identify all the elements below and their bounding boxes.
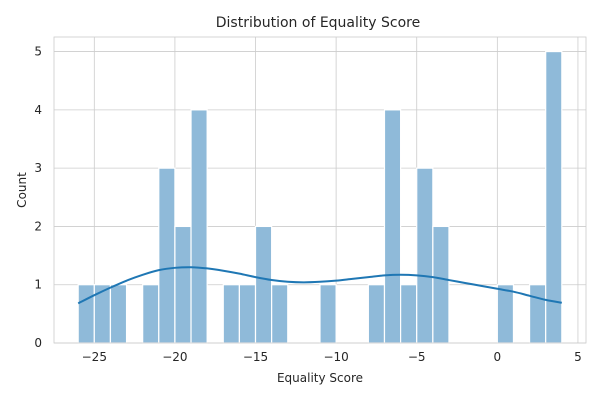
y-tick-label: 1: [34, 278, 42, 292]
histogram-bar: [367, 284, 386, 344]
y-tick-labels: 0 1 2 3 4 5: [34, 45, 42, 350]
x-axis-label: Equality Score: [277, 371, 363, 385]
y-tick-label: 3: [34, 161, 42, 175]
histogram-bar: [528, 284, 547, 344]
histogram-bar: [158, 167, 176, 344]
histogram-bar: [545, 50, 563, 344]
x-tick-label: −25: [82, 350, 107, 364]
histogram-bar: [238, 284, 257, 344]
histogram-bars: [77, 50, 563, 344]
histogram-bar: [383, 109, 402, 344]
x-tick-label: 5: [574, 350, 582, 364]
plot-frame: [53, 36, 587, 344]
histogram-bar: [222, 284, 240, 344]
histogram-bar: [271, 284, 289, 344]
x-tick-label: 0: [494, 350, 502, 364]
histogram-bar: [416, 167, 434, 344]
histogram-bar: [432, 225, 450, 344]
histogram-bar: [319, 284, 337, 344]
chart-title: Distribution of Equality Score: [216, 15, 420, 31]
histogram-bar: [400, 284, 418, 344]
x-tick-label: −10: [323, 350, 348, 364]
histogram-bar: [496, 284, 515, 344]
y-axis-label: Count: [15, 172, 29, 208]
x-tick-label: −5: [408, 350, 426, 364]
histogram-bar: [254, 225, 273, 344]
histogram-bar: [142, 284, 160, 344]
x-tick-labels: −25 −20 −15 −10 −5 0 5: [82, 350, 582, 364]
x-tick-label: −15: [243, 350, 268, 364]
y-tick-label: 0: [34, 336, 42, 350]
y-tick-label: 5: [34, 45, 42, 59]
histogram-bar: [109, 284, 128, 344]
y-tick-label: 2: [34, 219, 42, 233]
histogram-bar: [77, 284, 95, 344]
kde-curve: [77, 266, 562, 305]
histogram-bar: [174, 225, 192, 344]
y-tick-label: 4: [34, 103, 42, 117]
x-tick-label: −20: [162, 350, 187, 364]
histogram-bar: [190, 109, 208, 344]
